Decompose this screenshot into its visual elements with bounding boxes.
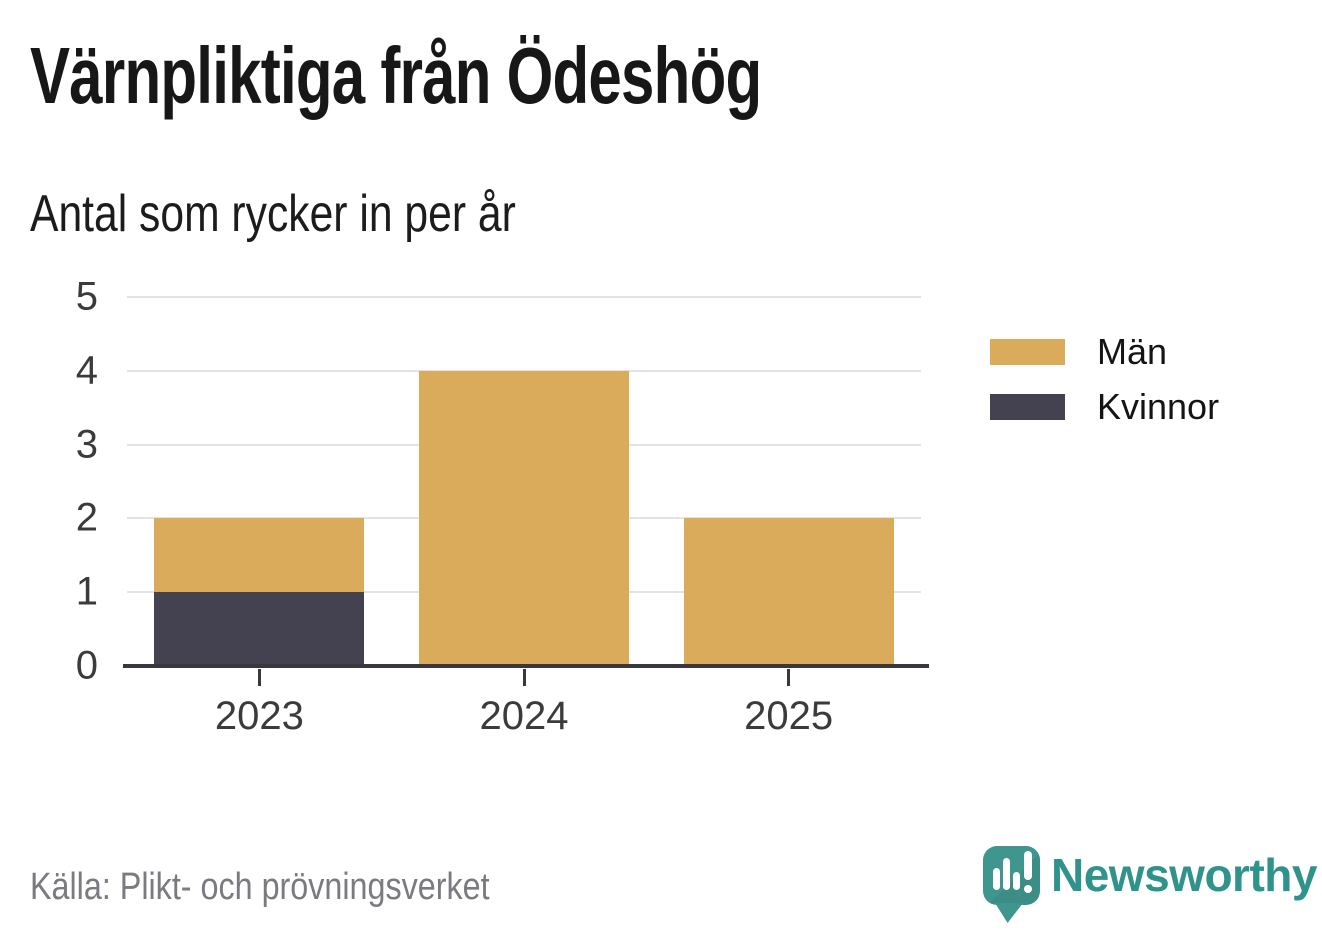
x-tick-label: 2025 — [744, 694, 834, 738]
chart-title: Värnpliktiga från Ödeshög — [30, 31, 762, 120]
legend-item-men: Män — [990, 331, 1219, 372]
logo-exclamation-icon — [1024, 885, 1032, 893]
x-axis-tick — [522, 669, 526, 686]
logo-bar-chart-icon — [993, 868, 1000, 890]
x-tick-label: 2024 — [479, 694, 569, 738]
legend-label-men: Män — [1097, 331, 1168, 372]
bar-segment-män-2024 — [419, 370, 629, 666]
legend-swatch-men — [990, 339, 1065, 365]
brand-name: Newsworthy — [1051, 849, 1317, 901]
y-tick-label: 3 — [75, 422, 98, 467]
x-axis-line — [123, 664, 929, 668]
x-axis-tick — [787, 669, 791, 686]
logo-exclamation-icon — [1024, 851, 1032, 880]
y-tick-label: 5 — [75, 274, 98, 319]
bar-segment-män-2025 — [683, 518, 894, 666]
plot-area: 2023 2024 2025 — [123, 296, 929, 738]
legend-label-women: Kvinnor — [1097, 386, 1220, 427]
speech-bubble-tail — [995, 903, 1023, 923]
bar-segment-män-2023 — [154, 518, 365, 593]
gridline — [127, 296, 921, 298]
y-axis-labels: 0 1 2 3 4 5 — [0, 275, 98, 688]
x-axis-tick — [257, 669, 261, 686]
logo-bar-chart-icon — [1003, 858, 1010, 890]
legend-item-women: Kvinnor — [990, 386, 1220, 427]
brand-logo: Newsworthy — [983, 846, 1317, 926]
logo-bar-chart-icon — [1013, 872, 1020, 890]
bar-segment-kvinnor-2023 — [154, 592, 365, 666]
legend: Män Kvinnor — [990, 331, 1220, 442]
chart-subtitle: Antal som rycker in per år — [30, 185, 516, 243]
x-tick-label: 2023 — [214, 694, 304, 738]
y-tick-label: 1 — [75, 569, 98, 614]
legend-swatch-women — [990, 394, 1065, 420]
source-note: Källa: Plikt- och prövningsverket — [30, 866, 490, 908]
y-tick-label: 4 — [75, 348, 98, 393]
y-tick-label: 0 — [75, 643, 98, 688]
y-tick-label: 2 — [75, 495, 98, 540]
